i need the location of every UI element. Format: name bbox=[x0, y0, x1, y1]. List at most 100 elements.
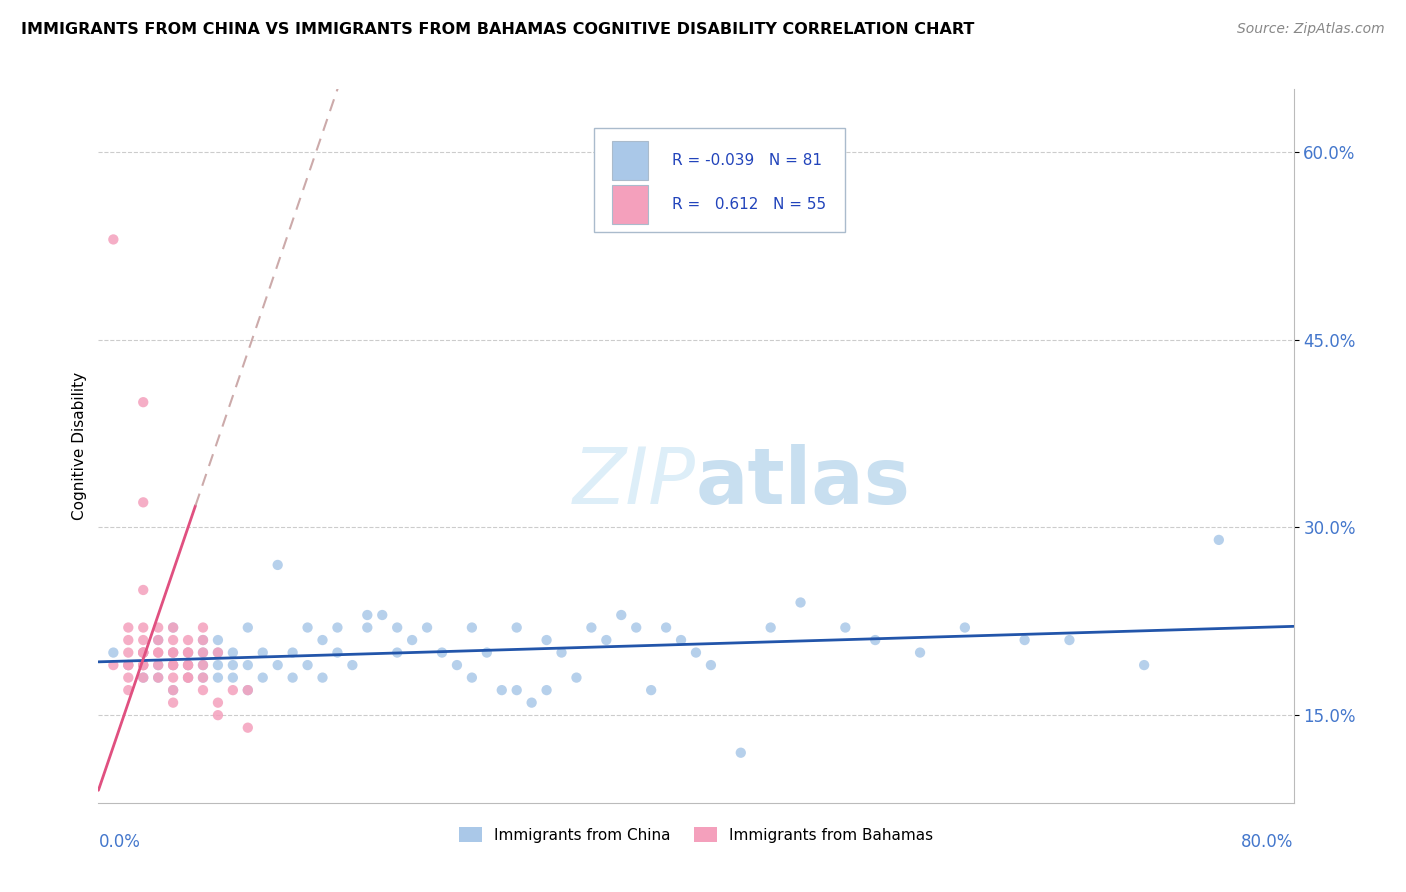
Point bbox=[207, 708, 229, 723]
Text: Source: ZipAtlas.com: Source: ZipAtlas.com bbox=[1237, 22, 1385, 37]
Point bbox=[297, 621, 319, 635]
Point bbox=[162, 621, 184, 635]
Point bbox=[162, 621, 184, 635]
Text: R =   0.612   N = 55: R = 0.612 N = 55 bbox=[672, 197, 827, 212]
Point bbox=[117, 621, 139, 635]
Point bbox=[655, 621, 678, 635]
Point bbox=[297, 658, 319, 673]
Point bbox=[162, 658, 184, 673]
Point bbox=[491, 683, 513, 698]
Point bbox=[311, 633, 333, 648]
Text: IMMIGRANTS FROM CHINA VS IMMIGRANTS FROM BAHAMAS COGNITIVE DISABILITY CORRELATIO: IMMIGRANTS FROM CHINA VS IMMIGRANTS FROM… bbox=[21, 22, 974, 37]
Point bbox=[640, 683, 662, 698]
Point bbox=[236, 683, 259, 698]
Point bbox=[162, 646, 184, 660]
Point bbox=[385, 646, 409, 660]
Point bbox=[326, 621, 349, 635]
Point bbox=[207, 658, 229, 673]
Point bbox=[236, 721, 259, 735]
Point bbox=[342, 658, 364, 673]
Point bbox=[132, 646, 155, 660]
Point bbox=[132, 646, 155, 660]
Point bbox=[1014, 633, 1036, 648]
Point bbox=[626, 621, 648, 635]
Point bbox=[669, 633, 692, 648]
Point bbox=[834, 621, 856, 635]
Point bbox=[117, 683, 139, 698]
Point bbox=[356, 607, 378, 622]
Point bbox=[207, 696, 229, 710]
Point bbox=[281, 671, 304, 685]
Point bbox=[506, 621, 529, 635]
Point bbox=[177, 646, 200, 660]
Point bbox=[191, 633, 214, 648]
Point bbox=[191, 633, 214, 648]
Point bbox=[162, 646, 184, 660]
Point bbox=[401, 633, 423, 648]
Point bbox=[148, 658, 170, 673]
Point bbox=[103, 658, 125, 673]
Point bbox=[252, 671, 274, 685]
Point bbox=[685, 646, 707, 660]
Point bbox=[536, 683, 558, 698]
Point bbox=[222, 683, 245, 698]
Point bbox=[326, 646, 349, 660]
Text: 80.0%: 80.0% bbox=[1241, 833, 1294, 851]
Point bbox=[177, 646, 200, 660]
Legend: Immigrants from China, Immigrants from Bahamas: Immigrants from China, Immigrants from B… bbox=[453, 821, 939, 848]
Point bbox=[162, 646, 184, 660]
Point bbox=[162, 683, 184, 698]
Point bbox=[759, 621, 782, 635]
Point bbox=[520, 696, 543, 710]
Point bbox=[162, 696, 184, 710]
Point bbox=[222, 646, 245, 660]
Point bbox=[148, 646, 170, 660]
Point bbox=[177, 658, 200, 673]
Point bbox=[461, 621, 484, 635]
Point bbox=[162, 658, 184, 673]
Point bbox=[610, 607, 633, 622]
Point bbox=[148, 671, 170, 685]
Point bbox=[132, 582, 155, 597]
FancyBboxPatch shape bbox=[595, 128, 845, 232]
Point bbox=[385, 621, 409, 635]
Point bbox=[506, 683, 529, 698]
Point bbox=[371, 607, 394, 622]
Point bbox=[311, 671, 333, 685]
Point bbox=[430, 646, 453, 660]
Point bbox=[356, 621, 378, 635]
Point bbox=[236, 621, 259, 635]
Point bbox=[1208, 533, 1230, 547]
Point bbox=[191, 658, 214, 673]
Point bbox=[148, 658, 170, 673]
Point bbox=[565, 671, 588, 685]
Point bbox=[191, 683, 214, 698]
Text: atlas: atlas bbox=[696, 443, 911, 520]
Point bbox=[416, 621, 439, 635]
Point bbox=[148, 621, 170, 635]
Point bbox=[461, 671, 484, 685]
Point bbox=[177, 671, 200, 685]
Point bbox=[908, 646, 931, 660]
Point bbox=[236, 658, 259, 673]
Point bbox=[103, 232, 125, 246]
Point bbox=[117, 658, 139, 673]
Point bbox=[207, 646, 229, 660]
Point bbox=[162, 683, 184, 698]
Point bbox=[191, 658, 214, 673]
Point bbox=[132, 621, 155, 635]
Bar bbox=[613, 186, 648, 225]
Point bbox=[132, 658, 155, 673]
Point bbox=[132, 633, 155, 648]
Point bbox=[132, 658, 155, 673]
Point bbox=[148, 646, 170, 660]
Text: 0.0%: 0.0% bbox=[98, 833, 141, 851]
Point bbox=[281, 646, 304, 660]
Point bbox=[191, 671, 214, 685]
Point bbox=[162, 633, 184, 648]
Point bbox=[222, 671, 245, 685]
Point bbox=[267, 558, 290, 572]
Point bbox=[730, 746, 752, 760]
Text: ZIP: ZIP bbox=[574, 443, 696, 520]
Point bbox=[191, 646, 214, 660]
